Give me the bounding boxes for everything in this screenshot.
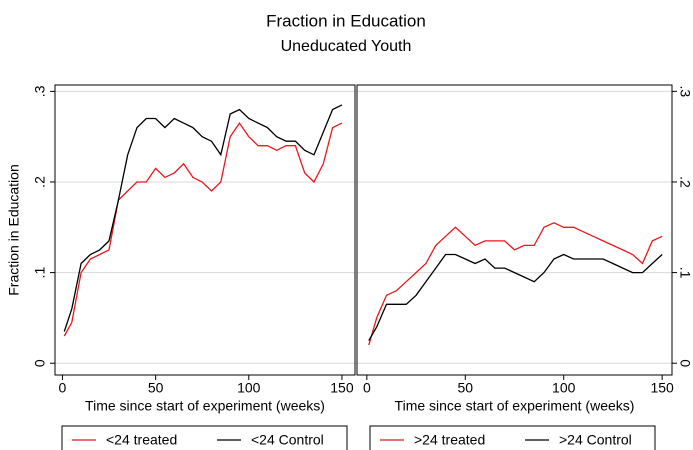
figure-title: Fraction in Education (266, 11, 426, 30)
x-tick-label: 150 (330, 380, 354, 396)
legend-label: <24 treated (106, 432, 177, 448)
y-tick-label: .3 (32, 85, 48, 97)
legend-label: >24 treated (414, 432, 485, 448)
x-tick-label: 100 (552, 380, 576, 396)
legend-box (61, 425, 348, 450)
y-axis-label: Fraction in Education (6, 164, 22, 296)
y-tick-label: .3 (677, 86, 693, 98)
y-tick-label: 0 (32, 359, 48, 367)
y-tick-label: .2 (677, 176, 693, 188)
series-line (368, 253, 663, 341)
plot-frame (54, 84, 356, 376)
x-axis-label: Time since start of experiment (weeks) (395, 398, 635, 414)
x-tick-label: 100 (237, 380, 261, 396)
legend-label: <24 Control (251, 432, 324, 448)
y-tick-label: .1 (677, 267, 693, 279)
x-axis-label: Time since start of experiment (weeks) (85, 398, 325, 414)
series-line (63, 121, 343, 337)
x-tick-label: 150 (650, 380, 674, 396)
x-tick-label: 50 (148, 380, 164, 396)
y-tick-label: 0 (677, 359, 693, 367)
y-tick-label: .2 (32, 176, 48, 188)
series-line (368, 222, 663, 346)
x-tick-label: 50 (457, 380, 473, 396)
legend-label: >24 Control (559, 432, 632, 448)
plot-frame (356, 84, 673, 376)
series-line (63, 104, 343, 332)
figure-subtitle: Uneducated Youth (281, 38, 412, 55)
y-tick-label: .1 (32, 267, 48, 279)
x-tick-label: 0 (363, 380, 371, 396)
x-tick-label: 0 (59, 380, 67, 396)
legend-box (369, 425, 656, 450)
